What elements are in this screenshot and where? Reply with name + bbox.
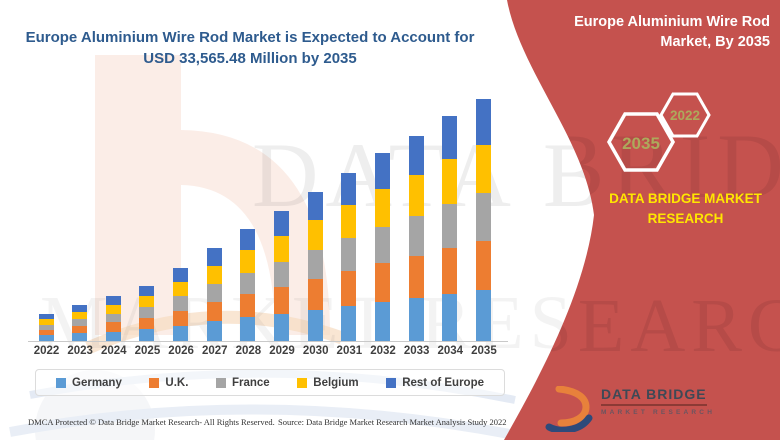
bar-segment-2032-germany [375,301,390,341]
hexagon-2022-label: 2022 [670,108,700,123]
bar-segment-2031-belgium [341,204,357,239]
svg-text:MARKET RESEARCH: MARKET RESEARCH [40,284,780,368]
stacked-bar-2035 [475,99,491,341]
bar-segment-2035-belgium [475,145,491,194]
bar-segment-2033-germany [408,297,424,341]
chart-title: Europe Aluminium Wire Rod Market is Expe… [20,27,480,69]
x-axis-label-2033: 2033 [403,345,430,357]
bar-segment-2022-rest-of-europe [38,314,54,320]
logo-name: DATA BRIDGE [601,386,707,406]
bar-segment-2033-france [408,215,424,256]
bar-segment-2023-france [72,319,88,327]
bar-segment-2031-france [341,238,357,272]
bar-segment-2031-u-k- [341,271,357,306]
bar-segment-2034-rest-of-europe [442,115,458,159]
banner-heading: Europe Aluminium Wire Rod Market, By 203… [574,14,770,50]
logo-text-block: DATA BRIDGE MARKET RESEARCH [601,386,715,416]
databridge-logo-icon [545,386,593,432]
bar-segment-2034-germany [442,293,458,341]
chart-title-line2: USD 33,565.48 Million by 2035 [143,50,357,67]
stacked-bar-2022 [38,314,54,341]
x-axis-label-2034: 2034 [437,345,464,357]
bar-segment-2023-rest-of-europe [72,305,88,312]
bar-segment-2031-germany [341,305,357,341]
bar-segment-2033-u-k- [408,255,424,298]
bar-segment-2032-rest-of-europe [375,153,390,190]
bar-segment-2022-u-k- [38,329,54,336]
bar-segment-2034-belgium [442,158,458,204]
logo-tagline: MARKET RESEARCH [601,409,716,416]
bar-segment-2023-belgium [72,311,88,320]
bar-segment-2032-u-k- [375,263,390,302]
bar-segment-2035-rest-of-europe [475,99,491,145]
stacked-bar-2033 [408,135,424,341]
databridge-logo: DATA BRIDGE MARKET RESEARCH [545,386,755,432]
bar-segment-2034-france [442,203,458,248]
bar-segment-2032-belgium [375,189,390,227]
bar-segment-2035-france [475,193,491,241]
bar-segment-2031-rest-of-europe [341,172,357,205]
stacked-bar-2031 [341,172,357,341]
bar-segment-2033-belgium [408,174,424,216]
stacked-bar-2032 [375,153,390,341]
banner-brand-text: DATA BRIDGE MARKET RESEARCH [609,191,762,226]
x-axis-label-2032: 2032 [370,345,396,357]
hexagon-2022 [659,92,711,138]
bar-segment-2032-france [375,226,390,264]
bar-segment-2035-u-k- [475,240,491,291]
hexagon-2035-label: 2035 [622,134,660,153]
stacked-bar-2034 [442,115,458,341]
x-axis-label-2035: 2035 [471,345,497,357]
chart-title-line1: Europe Aluminium Wire Rod Market is Expe… [25,29,475,46]
stacked-bar-2023 [72,305,88,341]
bar-segment-2035-germany [475,290,491,341]
bar-segment-2023-germany [72,333,88,341]
bar-segment-2033-rest-of-europe [408,135,424,175]
bar-segment-2022-germany [38,335,54,341]
x-axis-label-2022: 2022 [33,345,60,357]
bar-segment-2034-u-k- [442,247,458,294]
bar-segment-2022-france [38,324,54,330]
bar-segment-2022-belgium [38,319,54,325]
bar-segment-2023-u-k- [72,326,88,334]
hexagon-2035 [606,112,676,172]
